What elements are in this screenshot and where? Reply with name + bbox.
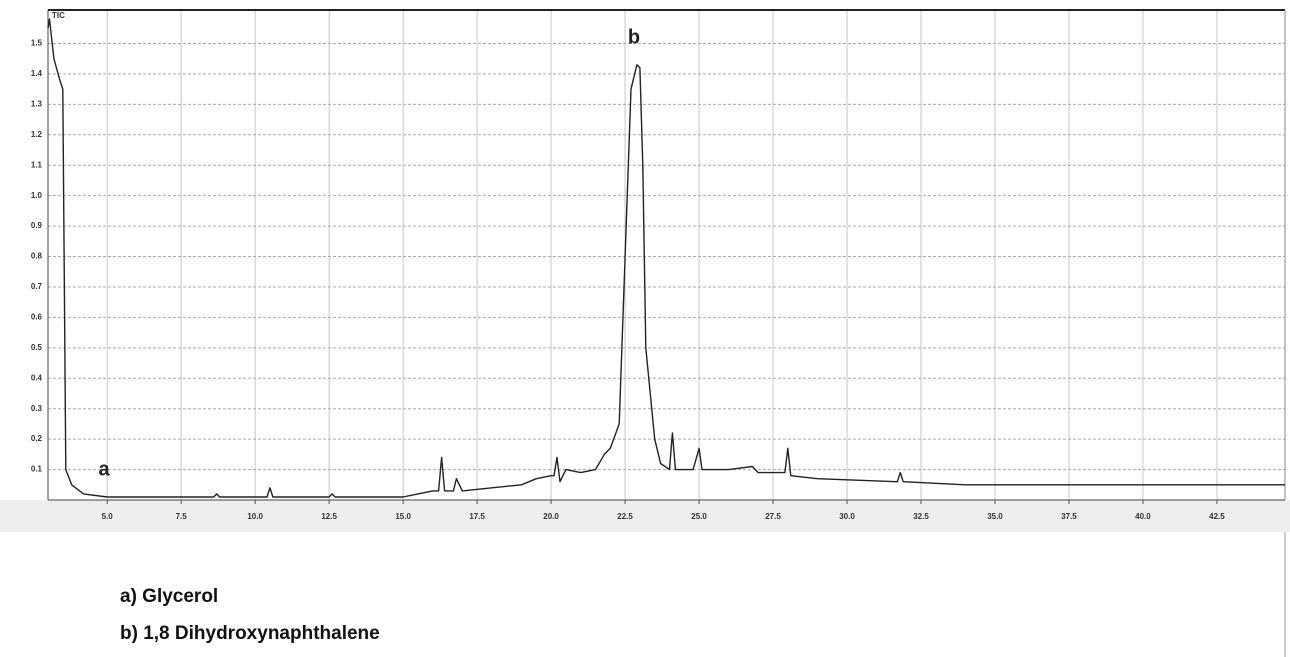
y-tick-label: 0.1 bbox=[31, 465, 43, 474]
y-tick-label: 0.8 bbox=[31, 252, 43, 261]
x-tick-label: 30.0 bbox=[839, 512, 855, 521]
x-tick-label: 42.5 bbox=[1209, 512, 1225, 521]
note: a) Glycerol bbox=[120, 586, 218, 607]
x-tick-label: 25.0 bbox=[691, 512, 707, 521]
y-tick-label: 0.7 bbox=[31, 282, 43, 291]
y-tick-label: 1.0 bbox=[31, 191, 43, 200]
x-tick-label: 20.0 bbox=[543, 512, 559, 521]
x-tick-label: 37.5 bbox=[1061, 512, 1077, 521]
note: b) 1,8 Dihydroxynaphthalene bbox=[120, 623, 380, 644]
y-tick-label: 0.3 bbox=[31, 404, 43, 413]
y-axis-label: TIC bbox=[52, 11, 65, 20]
x-tick-label: 22.5 bbox=[617, 512, 633, 521]
x-tick-label: 32.5 bbox=[913, 512, 929, 521]
trace-line bbox=[47, 18, 1285, 498]
x-tick-label: 17.5 bbox=[469, 512, 485, 521]
annotation: b bbox=[628, 26, 640, 48]
y-tick-label: 0.2 bbox=[31, 434, 43, 443]
y-tick-label: 0.4 bbox=[31, 373, 43, 382]
y-tick-label: 1.2 bbox=[31, 130, 43, 139]
x-tick-label: 27.5 bbox=[765, 512, 781, 521]
x-tick-label: 15.0 bbox=[395, 512, 411, 521]
x-tick-label: 40.0 bbox=[1135, 512, 1151, 521]
y-tick-label: 0.9 bbox=[31, 221, 43, 230]
x-tick-label: 35.0 bbox=[987, 512, 1003, 521]
y-tick-label: 1.5 bbox=[31, 39, 43, 48]
x-tick-label: 7.5 bbox=[176, 512, 188, 521]
x-tick-label: 10.0 bbox=[247, 512, 263, 521]
x-tick-label: 12.5 bbox=[321, 512, 337, 521]
y-tick-label: 0.6 bbox=[31, 313, 43, 322]
x-tick-label: 5.0 bbox=[102, 512, 114, 521]
y-tick-label: 1.1 bbox=[31, 160, 43, 169]
y-tick-label: 1.3 bbox=[31, 99, 43, 108]
y-tick-label: 1.4 bbox=[31, 69, 43, 78]
x-axis-band bbox=[0, 500, 1290, 532]
y-tick-label: 0.5 bbox=[31, 343, 43, 352]
annotation: a bbox=[98, 458, 110, 480]
